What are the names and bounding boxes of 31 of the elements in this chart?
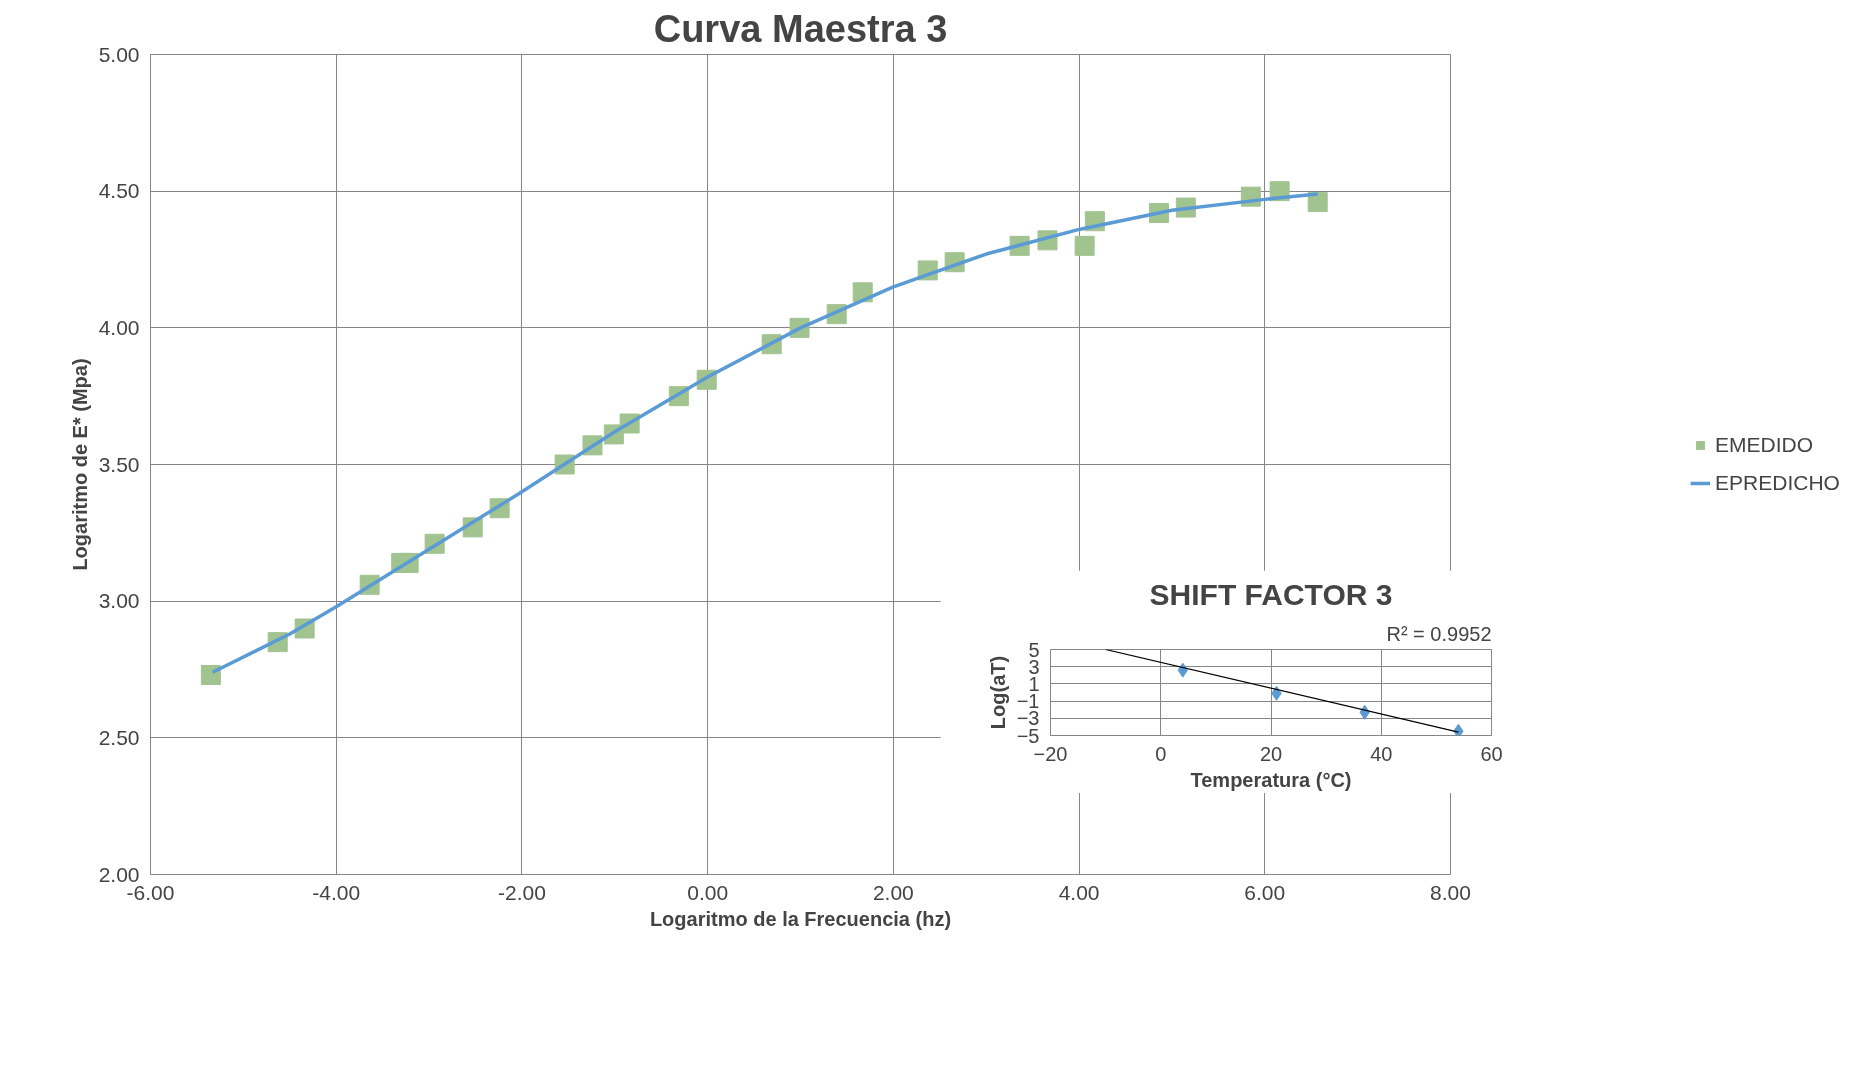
y-tick-label: 4.50	[98, 179, 140, 203]
x-tick-label: 40	[1370, 742, 1393, 765]
x-tick-label: 4.00	[1058, 880, 1100, 904]
point	[200, 664, 221, 685]
x-tick-label: 60	[1480, 742, 1503, 765]
annotation: R² = 0.9952	[1386, 622, 1492, 645]
chart-title: SHIFT FACTOR 3	[1149, 577, 1393, 611]
point	[1074, 235, 1095, 256]
y-tick-label: 4.00	[98, 315, 140, 339]
y-tick-label: 5	[1028, 638, 1040, 661]
x-axis-title: Logaritmo de la Frecuencia (hz)	[649, 907, 952, 930]
y-tick-label: 2.50	[98, 725, 140, 749]
x-tick-label: 6.00	[1244, 880, 1286, 904]
x-tick-label: 8.00	[1430, 880, 1471, 904]
y-tick-label: 3.50	[98, 452, 140, 476]
x-tick-label: 20	[1259, 742, 1283, 765]
y-axis-title: Logaritmo de E* (Mpa)	[68, 358, 91, 571]
x-tick-label: 0.00	[687, 880, 729, 904]
legend-label: EMEDIDO	[1715, 433, 1814, 457]
legend-label: EPREDICHO	[1715, 471, 1840, 495]
y-tick-label: 5.00	[98, 42, 140, 66]
x-tick-label: -2.00	[498, 880, 546, 904]
x-tick-label: 2.00	[872, 880, 914, 904]
y-axis-title: Log(aT)	[986, 655, 1009, 730]
x-axis-title: Temperatura (°C)	[1190, 768, 1352, 791]
x-tick-label: 0	[1155, 742, 1167, 765]
y-tick-label: 2.00	[98, 862, 140, 886]
y-tick-label: 3.00	[98, 589, 140, 613]
chart-title: Curva Maestra 3	[653, 7, 948, 50]
point	[1307, 192, 1328, 213]
x-tick-label: -4.00	[312, 880, 361, 904]
